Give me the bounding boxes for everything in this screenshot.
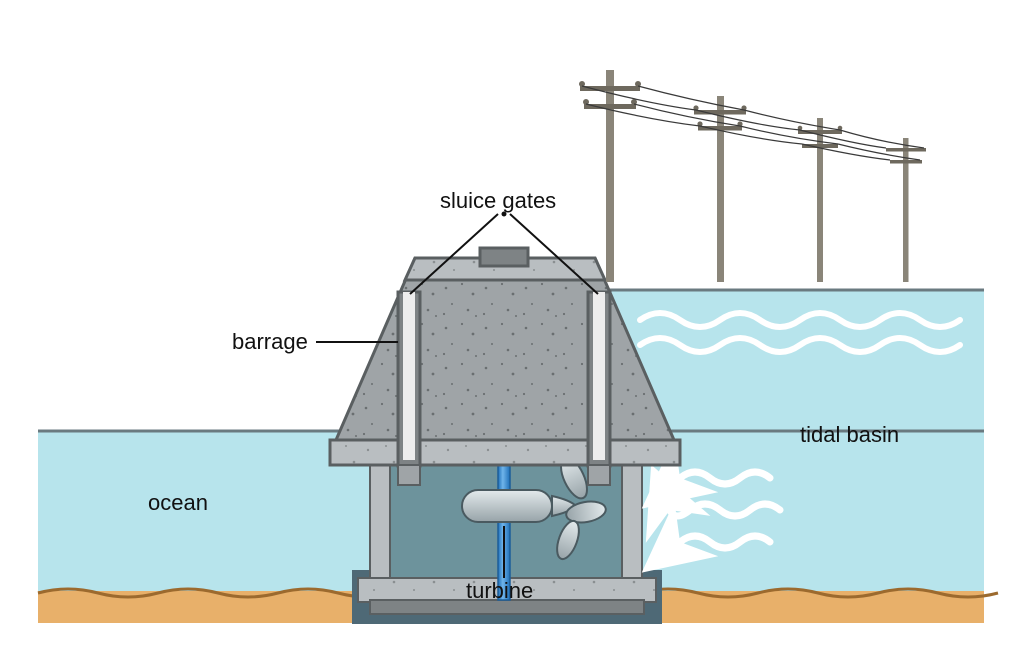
label-turbine: turbine: [466, 578, 533, 603]
barrage: [330, 248, 680, 465]
power-lines: [579, 70, 926, 282]
tidal-barrage-diagram: sluice gates barrage ocean tidal basin t…: [0, 0, 1024, 655]
label-tidal-basin: tidal basin: [800, 422, 899, 447]
power-pole: [693, 96, 746, 282]
sluice-gate-right: [588, 292, 610, 466]
label-barrage: barrage: [232, 329, 308, 354]
power-pole: [579, 70, 641, 282]
power-pole: [798, 118, 843, 282]
sluice-gate-left: [398, 292, 420, 466]
label-ocean: ocean: [148, 490, 208, 515]
label-sluice-gates: sluice gates: [440, 188, 556, 213]
